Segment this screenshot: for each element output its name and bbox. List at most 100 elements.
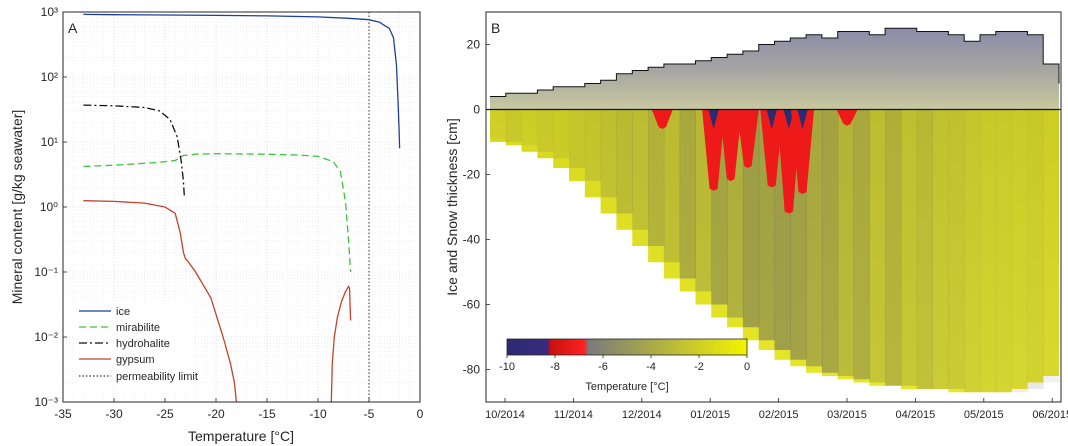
- x-tick-label: 10/2014: [485, 409, 525, 421]
- panel-a-legend: ice mirabilite hydrohalite gypsum permea…: [73, 301, 198, 389]
- legend-label-permeability-limit: permeability limit: [116, 371, 198, 383]
- series-line-mirabilite: [83, 153, 352, 273]
- x-tick-label: 03/2015: [827, 409, 867, 421]
- temperature-band: [837, 109, 855, 376]
- y-tick-label: 10⁻²: [34, 330, 58, 344]
- legend-label-gypsum: gypsum: [116, 354, 155, 366]
- colorbar-ticks: -10 -8 -6 -4 -2 0: [499, 355, 750, 373]
- legend-label-ice: ice: [116, 306, 130, 318]
- colorbar-tick-label: -10: [499, 361, 515, 373]
- temperature-band: [600, 109, 617, 198]
- y-tick-label: 10³: [41, 5, 58, 19]
- temperature-band: [679, 109, 696, 279]
- x-tick-label: -15: [258, 407, 276, 421]
- panel-b-label: B: [491, 20, 500, 36]
- temperature-band: [663, 109, 681, 263]
- x-tick-label: 11/2014: [554, 409, 593, 421]
- panel-a-grid: [62, 12, 421, 403]
- x-tick-label: -20: [207, 407, 225, 421]
- temperature-band: [521, 109, 538, 146]
- x-tick-label: 12/2014: [622, 409, 662, 421]
- cold-event-red: [791, 109, 815, 194]
- panel-b-heatmap: [486, 27, 1061, 393]
- y-tick-label: 10⁻¹: [34, 265, 58, 279]
- snow-layer: [490, 28, 1059, 110]
- x-tick-label: 02/2015: [759, 409, 799, 421]
- temperature-band: [537, 109, 554, 152]
- y-tick-label: -20: [463, 168, 481, 182]
- temperature-band: [648, 109, 665, 246]
- temperature-band: [948, 109, 965, 389]
- colorbar-gradient: [506, 338, 748, 356]
- temperature-band: [569, 109, 586, 168]
- legend-item-permeability-limit: permeability limit: [79, 371, 198, 383]
- legend-item-mirabilite: mirabilite: [79, 322, 160, 334]
- y-tick-label: 10¹: [41, 135, 58, 149]
- temperature-band: [853, 109, 870, 380]
- cold-event-red: [651, 109, 673, 129]
- y-tick-label: 0: [473, 103, 480, 117]
- temperature-band: [1027, 109, 1044, 389]
- x-tick-label: -10: [309, 407, 327, 421]
- cold-event-core: [708, 109, 719, 129]
- x-tick-label: -35: [54, 407, 72, 421]
- legend-item-gypsum: gypsum: [79, 354, 155, 366]
- x-tick-label: -30: [105, 407, 123, 421]
- temperature-band: [1043, 109, 1060, 383]
- colorbar-label: Temperature [°C]: [585, 381, 668, 393]
- temperature-band: [900, 109, 918, 386]
- colorbar-tick-label: -8: [550, 361, 560, 373]
- colorbar-tick-label: -4: [646, 361, 656, 373]
- cold-event-red: [702, 109, 726, 191]
- temperature-band: [806, 109, 823, 367]
- y-tick-label: -60: [463, 298, 481, 312]
- cold-event-core: [766, 109, 777, 129]
- series-line-hydrohalite: [83, 104, 186, 198]
- series-line-ice: [83, 13, 401, 149]
- panel-a: -35 -30 -25 -20 -15 -10 -5 0 10³ 10² 10¹ 10⁰ 10⁻¹ 10⁻…: [9, 5, 424, 444]
- temperature-band: [505, 109, 523, 142]
- panel-a-ticks: -35 -30 -25 -20 -15 -10 -5 0 10³ 10² 10¹ 10⁰ 10⁻¹ 10⁻…: [34, 5, 423, 421]
- colorbar: -10 -8 -6 -4 -2 0 Temperature [°C]: [499, 338, 750, 393]
- temperature-band: [916, 109, 934, 389]
- cold-event-red: [736, 109, 759, 168]
- legend-item-hydrohalite: hydrohalite: [79, 338, 170, 350]
- y-tick-label: 10²: [41, 70, 58, 84]
- panel-a-label: A: [68, 20, 78, 36]
- temperature-stripes: [490, 109, 1060, 393]
- temperature-band: [964, 109, 981, 393]
- panel-b-frame: [485, 11, 1062, 403]
- temperature-band: [490, 109, 507, 139]
- legend-item-ice: ice: [79, 306, 130, 318]
- legend-label-hydrohalite: hydrohalite: [116, 338, 170, 350]
- y-tick-label: 20: [467, 38, 481, 52]
- temperature-band: [979, 109, 997, 393]
- x-tick-label: 01/2015: [690, 409, 730, 421]
- colorbar-tick-label: -2: [694, 361, 704, 373]
- temperature-band: [553, 109, 570, 159]
- temperature-band: [584, 109, 602, 181]
- x-tick-label: -25: [156, 407, 174, 421]
- x-tick-label: 0: [417, 407, 424, 421]
- x-tick-label: 05/2015: [964, 409, 1004, 421]
- x-tick-label: 06/2015: [1032, 409, 1068, 421]
- colorbar-tick-label: -6: [598, 361, 608, 373]
- y-tick-label: 10⁻³: [34, 395, 58, 409]
- temperature-band: [616, 109, 633, 214]
- snow-surface-line: [490, 27, 1060, 97]
- panel-b-y-axis-label: Ice and Snow thickness [cm]: [444, 118, 460, 295]
- temperature-band: [1011, 109, 1028, 393]
- cold-event-red: [719, 109, 742, 181]
- legend-label-mirabilite: mirabilite: [116, 322, 160, 334]
- x-tick-label: -5: [364, 407, 375, 421]
- panel-a-x-axis-label: Temperature [°C]: [188, 428, 294, 444]
- cold-event-red: [836, 109, 858, 126]
- temperature-band: [869, 109, 886, 383]
- temperature-band: [995, 109, 1013, 393]
- x-tick-label: 04/2015: [896, 409, 936, 421]
- temperature-band: [885, 109, 902, 386]
- y-tick-label: -80: [463, 363, 481, 377]
- cold-events: [651, 109, 858, 214]
